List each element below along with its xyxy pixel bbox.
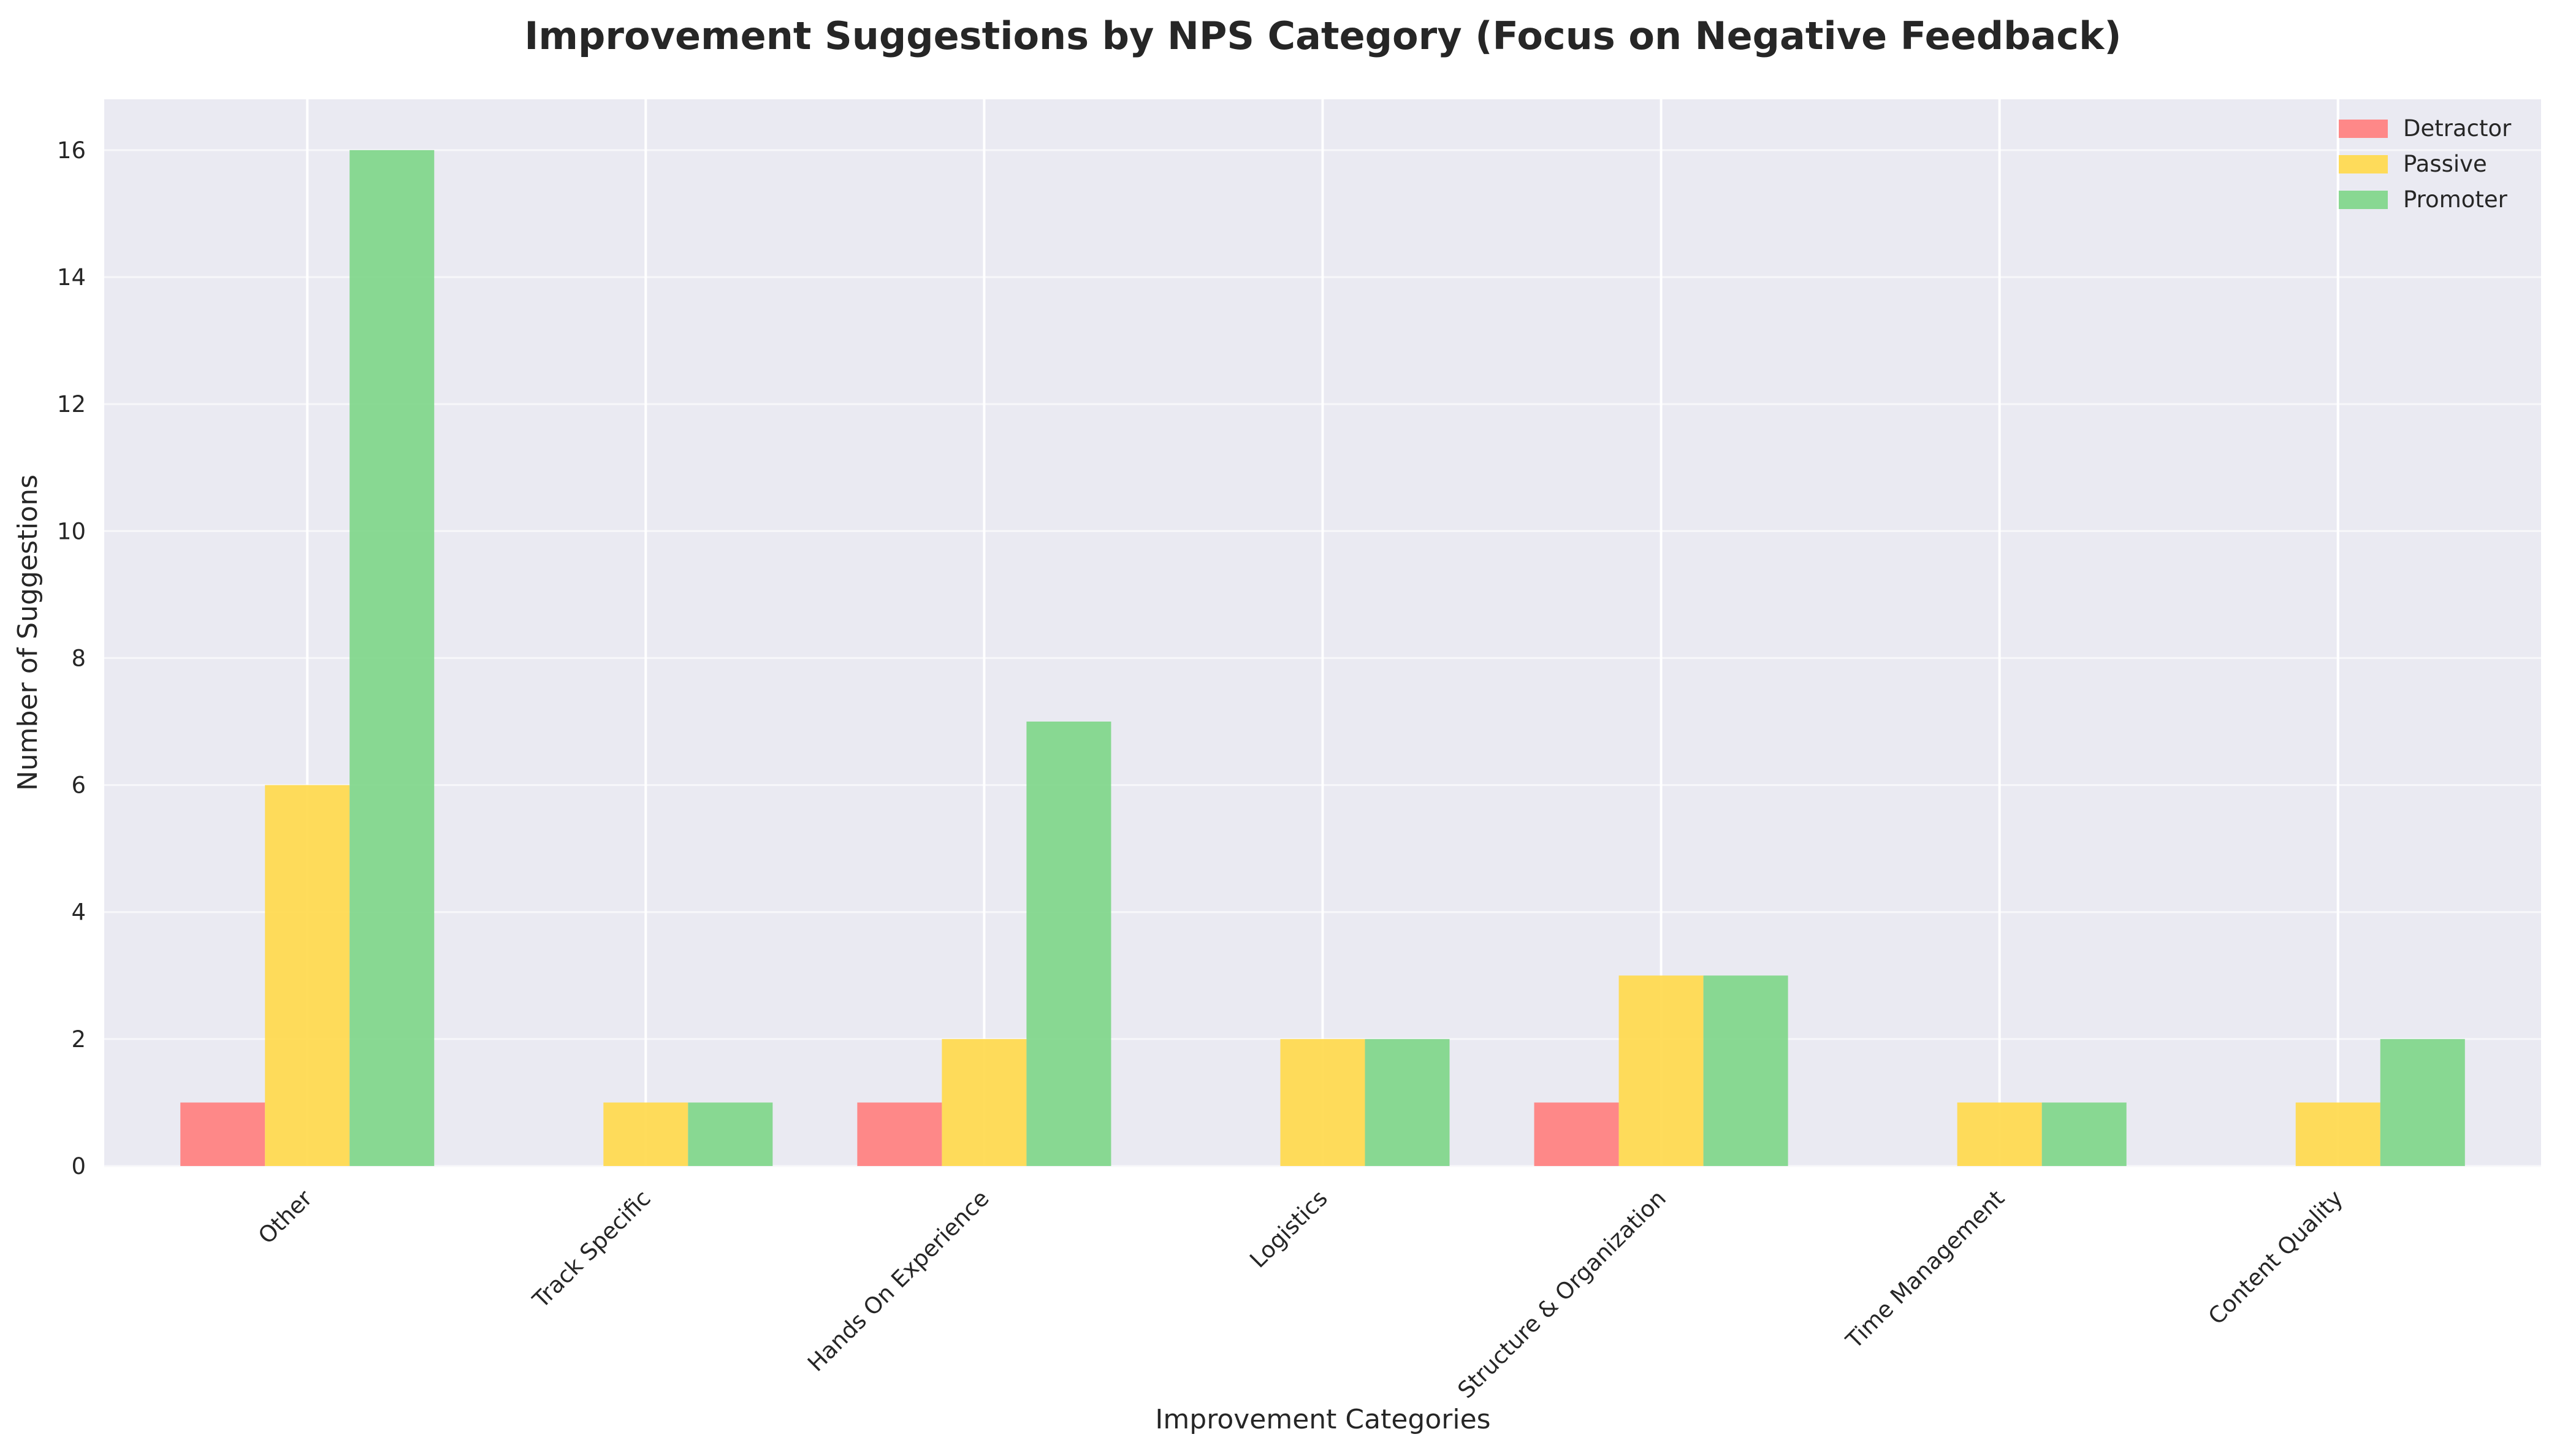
- x-tick-label: Hands On Experience: [802, 1185, 994, 1377]
- legend-swatch-detractor: [2339, 120, 2388, 138]
- bar-passive-5: [1957, 1102, 2042, 1166]
- y-tick-label: 14: [57, 264, 86, 291]
- bar-promoter-3: [1365, 1039, 1450, 1166]
- x-tick-label: Logistics: [1244, 1185, 1333, 1273]
- x-tick-labels: Other Track Specific Hands On Experience Lo…: [253, 1184, 2348, 1403]
- bars: [180, 150, 2465, 1166]
- bar-passive-3: [1280, 1039, 1365, 1166]
- y-axis-label: Number of Suggestions: [12, 475, 44, 791]
- legend-swatch-promoter: [2339, 191, 2388, 209]
- bar-passive-0: [265, 785, 350, 1166]
- bar-passive-1: [603, 1102, 688, 1166]
- bar-detractor-4: [1534, 1102, 1619, 1166]
- y-tick-label: 6: [71, 772, 86, 799]
- bar-detractor-2: [857, 1102, 942, 1166]
- bar-detractor-0: [180, 1102, 265, 1166]
- chart-title: Improvement Suggestions by NPS Category …: [524, 13, 2121, 58]
- bar-passive-4: [1618, 975, 1704, 1166]
- legend[interactable]: Detractor Passive Promoter: [2339, 115, 2512, 213]
- legend-label-detractor: Detractor: [2403, 115, 2512, 142]
- y-tick-label: 8: [71, 645, 86, 671]
- bar-promoter-4: [1703, 975, 1788, 1166]
- y-tick-label: 12: [57, 391, 86, 417]
- legend-swatch-passive: [2339, 155, 2388, 173]
- x-tick-label: Structure & Organization: [1453, 1185, 1671, 1403]
- legend-label-promoter: Promoter: [2403, 186, 2508, 213]
- x-tick-label: Content Quality: [2203, 1185, 2348, 1330]
- x-tick-label: Time Management: [1840, 1185, 2010, 1354]
- y-tick-label: 0: [71, 1153, 86, 1180]
- y-tick-label: 2: [71, 1026, 86, 1053]
- bar-promoter-0: [349, 150, 435, 1166]
- bar-promoter-6: [2380, 1039, 2465, 1166]
- y-tick-label: 10: [57, 518, 86, 544]
- y-tick-labels: 0 2 4 6 8 10 12 14 16: [57, 137, 86, 1180]
- bar-passive-6: [2295, 1102, 2380, 1166]
- y-tick-label: 4: [71, 899, 86, 926]
- legend-label-passive: Passive: [2403, 151, 2487, 177]
- x-tick-label: Other: [253, 1184, 318, 1249]
- bar-promoter-5: [2041, 1102, 2127, 1166]
- bar-passive-2: [942, 1039, 1027, 1166]
- bar-promoter-2: [1026, 722, 1111, 1166]
- x-tick-label: Track Specific: [527, 1185, 656, 1314]
- y-tick-label: 16: [57, 137, 86, 164]
- x-axis-label: Improvement Categories: [1155, 1404, 1490, 1435]
- bar-promoter-1: [688, 1102, 773, 1166]
